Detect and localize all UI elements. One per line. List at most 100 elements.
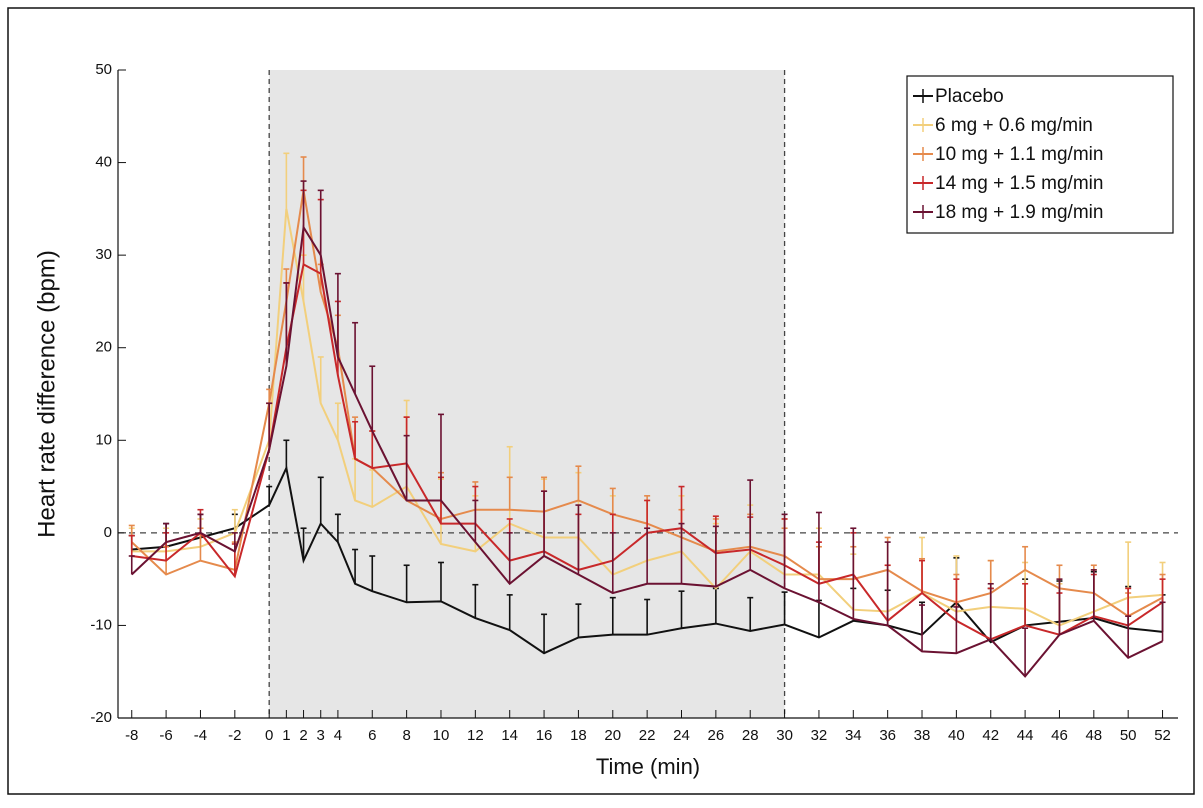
error-bar [1159,601,1166,642]
x-tick-label: 40 [948,727,965,744]
x-tick-label: -2 [228,727,241,744]
error-bar [437,561,444,602]
series-line [131,190,1164,618]
error-bar [283,282,290,367]
x-tick-label: 22 [639,727,656,744]
error-bar [300,180,307,228]
x-tick-label: 14 [501,727,518,744]
error-bar [283,439,290,469]
error-bar [644,598,651,635]
x-tick-label: 6 [368,727,376,744]
error-bar [644,527,651,584]
x-tick-label: 34 [845,727,862,744]
legend: Placebo 6 mg + 0.6 mg/min 10 mg + 1.1 mg/m… [906,75,1174,234]
error-bar [1159,578,1166,603]
error-bar [352,548,359,584]
error-bar [1022,545,1029,570]
series-line [131,262,1164,641]
legend-box [906,75,1174,234]
error-bar [541,613,548,654]
x-tick-label: 52 [1154,727,1171,744]
x-tick-label: 2 [299,727,307,744]
x-tick-label: -4 [194,727,207,744]
x-tick-label: 18 [570,727,587,744]
error-bar [300,527,307,561]
error-bar [352,321,359,394]
error-bar [163,522,170,543]
error-bar [352,420,359,459]
error-bar [334,402,341,441]
series-line [131,224,1163,678]
error-bar [919,604,926,652]
x-tick-label: 12 [467,727,484,744]
error-bar [1022,582,1029,626]
error-bar [987,582,994,640]
error-bar [953,606,960,654]
error-bar [334,513,341,543]
x-tick-label: 26 [708,727,725,744]
y-tick-label: -20 [90,709,112,726]
error-bar [266,402,273,450]
x-tick-label: 3 [317,727,325,744]
error-bar [678,590,685,629]
x-tick-label: 16 [536,727,553,744]
x-tick-label: -6 [159,727,172,744]
legend-label: 6 mg + 0.6 mg/min [935,115,1093,136]
error-bar [541,490,548,556]
y-axis-label: Heart rate difference (bpm) [33,250,60,538]
error-bar [1056,578,1063,635]
x-tick-label: -8 [125,727,138,744]
error-bar [575,465,582,501]
error-bar [815,511,822,603]
shaded-region [269,70,785,718]
error-bar [437,413,444,501]
error-bar [369,365,376,432]
legend-label: 10 mg + 1.1 mg/min [935,144,1103,165]
error-bar [747,479,754,570]
error-bar [1090,569,1097,621]
error-bar [712,525,719,587]
legend-label: 18 mg + 1.9 mg/min [935,202,1103,223]
error-bar [506,532,513,584]
error-bar [197,513,204,533]
x-tick-label: 10 [433,727,450,744]
error-bar [609,532,616,594]
error-bar [678,485,685,529]
y-tick-label: 0 [104,524,112,541]
error-bar [678,522,685,584]
error-bar [575,504,582,575]
x-tick-label: 42 [982,727,999,744]
y-tick-label: 20 [95,339,112,356]
x-tick-label: 4 [334,727,342,744]
x-tick-label: 44 [1017,727,1034,744]
error-bar [369,555,376,592]
error-bar [472,499,479,543]
legend-label: 14 mg + 1.5 mg/min [935,173,1103,194]
error-bar [283,152,290,209]
x-tick-label: 30 [776,727,793,744]
error-bar [317,356,324,404]
error-bar [1022,627,1029,677]
error-bar [506,594,513,631]
series-line [131,464,1163,655]
error-bar [231,532,238,552]
x-tick-label: 20 [604,727,621,744]
error-bar [266,388,273,404]
x-tick-label: 32 [811,727,828,744]
error-bar [403,434,410,501]
error-bar [266,485,273,506]
y-tick-label: -10 [90,616,112,633]
series-line [131,208,1163,627]
x-tick-label: 1 [282,727,290,744]
x-tick-label: 50 [1120,727,1137,744]
x-tick-label: 8 [402,727,410,744]
error-bar [781,591,788,625]
error-bar [781,513,788,589]
y-tick-label: 30 [95,246,112,263]
error-bar [747,596,754,631]
error-bar [128,555,135,575]
error-bar [850,527,857,619]
